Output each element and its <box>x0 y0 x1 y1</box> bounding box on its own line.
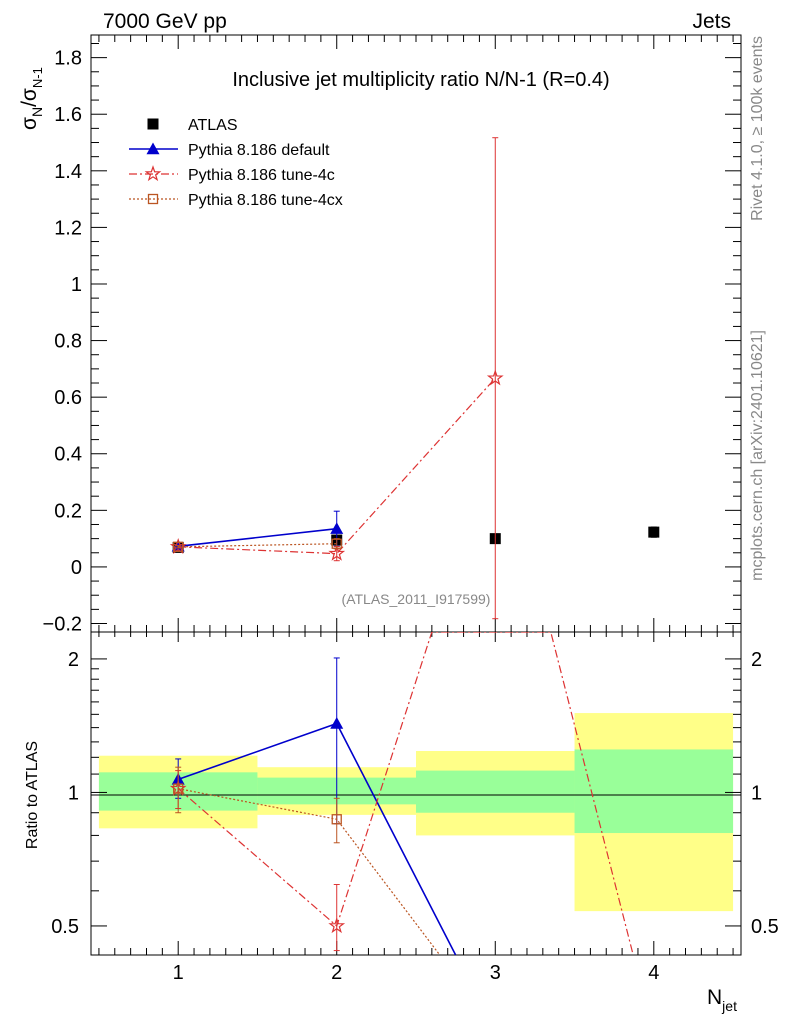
ratio-y-tick-label-left-0.5: 0.5 <box>51 916 79 938</box>
ratio-y-tick-label-right-0.5: 0.5 <box>751 916 779 938</box>
main-point-tune4cx-2 <box>331 538 342 549</box>
legend-label-default: Pythia 8.186 default <box>188 142 330 159</box>
y-axis-label-ratio: Ratio to ATLAS <box>24 741 41 849</box>
y-tick-label-1.2: 1.2 <box>54 217 82 239</box>
x-axis-label: Njet <box>707 986 737 1014</box>
main-series-layer <box>169 137 660 620</box>
mcplots-credit-label: mcplots.cern.ch [arXiv:2401.10621] <box>749 330 766 581</box>
y-label-sigma: σ <box>18 117 41 130</box>
legend-marker-data <box>147 118 159 130</box>
y-tick-label-1.6: 1.6 <box>54 104 82 126</box>
y-tick-label-0.8: 0.8 <box>54 331 82 353</box>
main-point-default-2 <box>330 522 344 534</box>
ratio-uncertainty-bands <box>98 713 734 912</box>
main-point-tune4cx-1 <box>173 541 184 552</box>
ratio-line-tune4c <box>177 632 634 955</box>
ratio-point-tune4cx-1 <box>173 783 184 794</box>
ratio-point-tune4c-2 <box>328 917 346 934</box>
rivet-version-label: Rivet 4.1.0, ≥ 100k events <box>749 36 766 221</box>
y-axis-label-main: σN/σN-1 <box>18 67 45 130</box>
header-process-label: Jets <box>692 10 731 33</box>
x-tick-label-1: 1 <box>173 962 184 984</box>
ratio-point-tune4cx-2 <box>331 814 342 825</box>
legend-label-tune4cx: Pythia 8.186 tune-4cx <box>188 192 343 209</box>
legend-label-tune4c: Pythia 8.186 tune-4c <box>188 167 335 184</box>
y-label-over-sigma: /σ <box>18 88 41 107</box>
main-point-tune4c-3 <box>486 369 504 386</box>
legend-marker-tune4c <box>144 165 162 182</box>
header-energy-label: 7000 GeV pp <box>103 10 227 33</box>
y-tick-label-1.4: 1.4 <box>54 161 82 183</box>
main-line-default <box>178 527 337 548</box>
ratio-point-default-2 <box>330 717 344 729</box>
ratio-y-tick-label-left-2: 2 <box>68 649 79 671</box>
ratio-series-layer <box>169 632 634 955</box>
legend: ATLAS Pythia 8.186 default Pythia 8.186 tu… <box>129 117 343 209</box>
x-label-n: N <box>707 986 722 1009</box>
y-tick-label-0.4: 0.4 <box>54 444 82 466</box>
y-tick-label-−0.2: −0.2 <box>43 614 82 636</box>
axis-ticks: 1 2 3 4 −0.2 0 0.2 0.4 0.6 0.8 1 1.2 1.4 1.6 1.8 0.5 0.5… <box>43 35 779 984</box>
legend-marker-tune4cx <box>147 193 159 205</box>
x-label-sub-jet: jet <box>721 998 737 1014</box>
ratio-y-tick-label-left-1: 1 <box>68 782 79 804</box>
legend-label-data: ATLAS <box>188 117 238 134</box>
y-tick-label-zero: 0 <box>71 557 82 579</box>
y-tick-label-0.6: 0.6 <box>54 387 82 409</box>
y-tick-label-1.8: 1.8 <box>54 48 82 70</box>
ratio-y-tick-label-right-2: 2 <box>751 649 762 671</box>
x-tick-label-3: 3 <box>490 962 501 984</box>
x-tick-label-2: 2 <box>331 962 342 984</box>
y-tick-label-1: 1 <box>71 274 82 296</box>
legend-marker-default <box>146 142 160 155</box>
y-tick-label-0.2: 0.2 <box>54 500 82 522</box>
x-tick-label-4: 4 <box>648 962 659 984</box>
main-point-data-4 <box>648 526 660 538</box>
band-inner-4 <box>574 749 734 834</box>
main-point-tune4c-2 <box>328 544 346 561</box>
chart-title: Inclusive jet multiplicity ratio N/N-1 (… <box>232 69 609 91</box>
main-line-tune4cx <box>178 543 337 548</box>
y-label-sub-n-1: N-1 <box>30 67 45 88</box>
main-line-tune4c <box>178 377 496 555</box>
ratio-y-tick-label-right-1: 1 <box>751 782 762 804</box>
y-label-sub-n: N <box>29 107 45 117</box>
analysis-label: (ATLAS_2011_I917599) <box>342 591 491 607</box>
band-inner-3 <box>416 770 575 813</box>
